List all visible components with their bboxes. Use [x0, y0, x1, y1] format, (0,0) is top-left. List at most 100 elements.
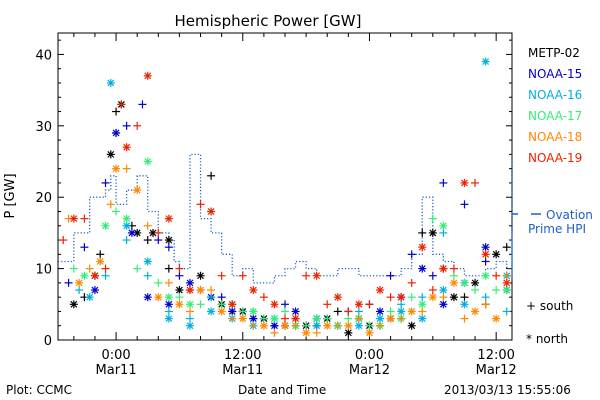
north-marker-d2 — [149, 229, 157, 237]
north-marker — [185, 286, 194, 295]
north-marker-d2 — [439, 265, 447, 273]
north-marker — [418, 264, 427, 273]
south-marker — [449, 264, 458, 273]
north-marker-d2 — [197, 272, 204, 280]
north-marker — [439, 300, 448, 309]
south-marker — [196, 200, 205, 209]
legend-series-label: NOAA-18 — [528, 130, 582, 144]
north-marker-d2 — [302, 329, 310, 337]
north-marker — [312, 271, 321, 280]
south-marker — [80, 243, 89, 252]
north-marker-d2 — [112, 129, 120, 137]
north-marker — [90, 271, 99, 280]
footer-timestamp: 2013/03/13 15:55:06 — [444, 383, 571, 397]
south-marker — [365, 300, 374, 309]
north-marker — [471, 278, 480, 287]
south-marker — [75, 286, 84, 295]
north-marker — [164, 214, 173, 223]
north-marker-d2 — [482, 243, 490, 251]
south-marker — [238, 307, 247, 316]
south-marker — [323, 300, 332, 309]
x-tick-date-label: Mar11 — [96, 363, 137, 378]
south-marker — [281, 300, 289, 309]
y-tick-label: 10 — [35, 263, 52, 278]
south-marker — [492, 286, 501, 295]
north-marker-d2 — [75, 279, 83, 287]
north-marker-d2 — [239, 315, 247, 323]
north-marker-d2 — [408, 322, 416, 330]
north-marker-d2 — [450, 293, 458, 301]
north-marker-d2 — [91, 286, 99, 294]
y-axis-label: P [GW] — [3, 173, 18, 218]
north-marker-d2 — [102, 222, 109, 230]
north-marker — [344, 321, 353, 330]
north-marker — [75, 278, 84, 287]
north-marker-d2 — [471, 308, 479, 315]
north-marker-d2 — [144, 258, 152, 265]
south-marker — [460, 293, 469, 302]
north-marker-d2 — [197, 286, 204, 294]
north-marker-d2 — [461, 300, 468, 308]
north-marker-d2 — [344, 329, 352, 337]
north-marker — [418, 314, 427, 323]
south-marker — [101, 264, 110, 273]
south-marker — [164, 243, 173, 252]
south-marker — [428, 271, 437, 280]
north-marker-d2 — [418, 243, 426, 251]
north-marker — [143, 257, 152, 266]
south-marker — [439, 293, 448, 302]
south-marker — [143, 271, 152, 280]
legend-model-label-1: Ovation — [546, 208, 593, 222]
north-marker — [460, 278, 469, 287]
south-marker — [196, 300, 205, 309]
south-marker — [281, 307, 289, 316]
south-marker — [64, 278, 73, 287]
north-marker-d2 — [429, 229, 437, 237]
north-marker-d2 — [439, 286, 447, 294]
north-marker-d2 — [70, 300, 78, 308]
north-marker — [143, 157, 152, 166]
south-marker — [69, 264, 78, 273]
north-marker — [90, 286, 99, 295]
south-marker — [407, 278, 416, 287]
y-tick-label: 30 — [35, 120, 52, 135]
north-marker — [154, 293, 163, 302]
north-marker-d2 — [418, 300, 426, 308]
north-marker — [481, 271, 490, 280]
north-marker-d2 — [175, 300, 183, 308]
north-marker-d2 — [397, 308, 405, 315]
south-marker — [354, 314, 363, 323]
north-marker-d2 — [207, 208, 215, 215]
north-marker-d2 — [397, 293, 405, 301]
north-marker — [69, 214, 78, 223]
north-marker-d2 — [376, 308, 384, 315]
north-marker-d2 — [144, 158, 152, 165]
south-marker — [502, 243, 511, 252]
north-marker — [228, 300, 237, 309]
north-marker-d2 — [175, 286, 183, 294]
south-marker — [238, 271, 247, 280]
north-marker — [460, 178, 469, 187]
x-tick-date-label: Mar11 — [222, 363, 263, 378]
south-marker — [133, 121, 142, 130]
north-marker — [449, 278, 458, 287]
north-marker-d2 — [461, 179, 468, 187]
south-marker — [112, 107, 121, 116]
north-marker — [471, 307, 480, 316]
legend-series-label: NOAA-16 — [528, 88, 582, 102]
north-marker — [270, 314, 279, 323]
north-marker-d2 — [86, 293, 94, 301]
south-marker — [323, 314, 332, 323]
south-marker — [154, 278, 163, 287]
south-marker — [122, 164, 131, 173]
north-marker-d2 — [313, 272, 321, 280]
north-marker — [112, 164, 121, 173]
south-marker — [502, 307, 511, 316]
north-marker — [323, 321, 332, 330]
chart-title: Hemispheric Power [GW] — [175, 12, 362, 30]
north-marker — [270, 321, 279, 330]
south-marker — [185, 314, 194, 323]
south-marker — [143, 221, 152, 230]
north-marker — [302, 328, 311, 337]
